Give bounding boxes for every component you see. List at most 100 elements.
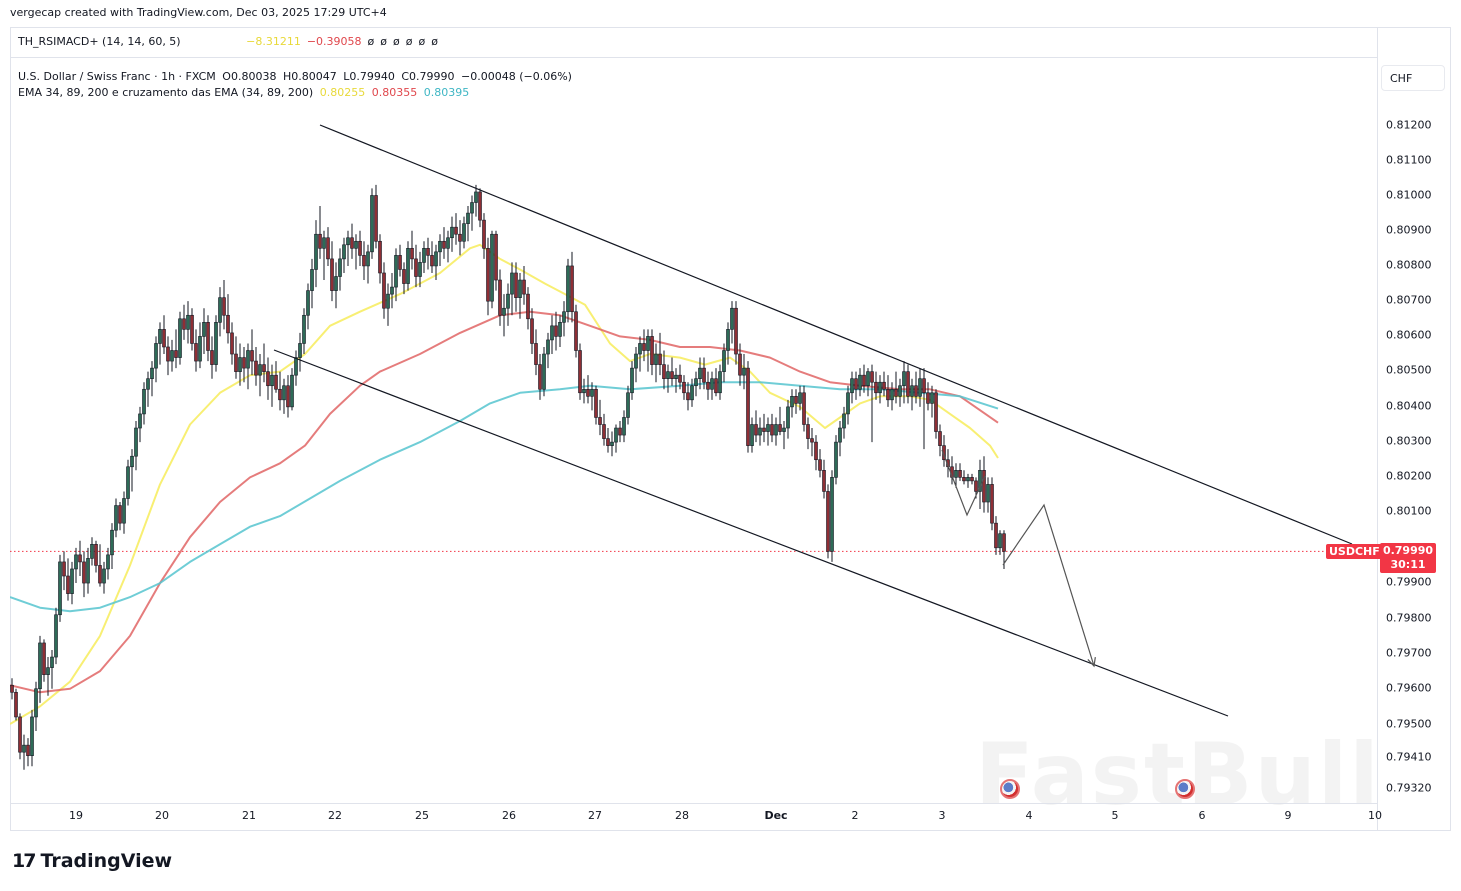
ema-legend-row[interactable]: EMA 34, 89, 200 e cruzamento das EMA (34… [18, 85, 575, 101]
price-tick: 0.80300 [1386, 434, 1432, 448]
indicator-pane[interactable] [10, 27, 1377, 58]
candle-down [94, 543, 98, 566]
candle-up [34, 688, 38, 718]
candle-up [698, 367, 702, 379]
candle-up [90, 543, 94, 559]
currency-button[interactable]: CHF [1381, 65, 1445, 91]
price-axis[interactable] [1377, 27, 1451, 831]
candle-down [874, 381, 878, 394]
candle-down [266, 371, 270, 387]
ema-title[interactable]: EMA 34, 89, 200 e cruzamento das EMA (34… [18, 86, 314, 99]
candle-down [970, 477, 974, 482]
candle-down [286, 385, 290, 408]
candle-down [222, 297, 226, 316]
candle-up [214, 322, 218, 365]
candle-up [314, 233, 318, 270]
candle-down [498, 279, 502, 316]
candle-up [134, 427, 138, 457]
candle-down [514, 272, 518, 298]
candle-up [566, 265, 570, 313]
symbol-legend-row[interactable]: U.S. Dollar / Swiss Franc · 1h · FXCM O0… [18, 69, 575, 85]
candle-up [306, 290, 310, 316]
candle-up [750, 424, 754, 446]
candle-down [934, 392, 938, 432]
candle-up [766, 424, 770, 432]
candle-down [166, 346, 170, 362]
candle-down [526, 293, 530, 320]
candle-down [82, 561, 86, 584]
candle-up [258, 364, 262, 376]
candle-up [918, 378, 922, 397]
ohlc-high: H0.80047 [282, 70, 337, 83]
candle-down [522, 279, 526, 295]
price-tick: 0.80100 [1386, 504, 1432, 518]
candle-down [802, 392, 806, 425]
candle-up [310, 269, 314, 291]
tradingview-logo[interactable]: 17 TradingView [12, 850, 172, 872]
candle-down [326, 237, 330, 260]
ema-200-line [10, 381, 999, 613]
candle-down [182, 318, 186, 330]
time-tick: 3 [938, 809, 946, 822]
time-tick: 25 [415, 809, 429, 822]
candle-down [854, 378, 858, 390]
candle-up [466, 212, 470, 224]
channel-upper-trendline [319, 124, 1353, 545]
candle-down [922, 378, 926, 394]
indicator-legend[interactable]: TH_RSIMACD+ (14, 14, 60, 5) −8.31211 −0.3… [18, 35, 448, 48]
candle-up [122, 498, 126, 524]
candle-up [626, 392, 630, 418]
time-tick: 19 [69, 809, 83, 822]
candle-up [142, 388, 146, 415]
candle-up [790, 396, 794, 408]
candle-up [322, 237, 326, 249]
us-flag-event-icon[interactable] [1175, 779, 1195, 799]
candle-down [330, 258, 334, 291]
candle-down [714, 378, 718, 394]
price-chart-canvas[interactable] [10, 58, 1377, 803]
price-tick: 0.80700 [1386, 293, 1432, 307]
candle-up [898, 385, 902, 397]
price-tick: 0.79900 [1386, 575, 1432, 589]
candle-down [78, 554, 82, 563]
time-tick: 28 [675, 809, 689, 822]
candle-up [450, 226, 454, 239]
candle-down [914, 385, 918, 397]
candle-up [202, 322, 206, 337]
candle-up [146, 378, 150, 390]
candle-down [578, 350, 582, 394]
indicator-name[interactable]: TH_RSIMACD+ (14, 14, 60, 5) [18, 35, 181, 48]
indicator-value: ø [418, 35, 426, 48]
candle-down [574, 311, 578, 351]
candle-down [230, 332, 234, 355]
candle-down [606, 438, 610, 446]
indicator-value: −0.39058 [306, 35, 362, 48]
bar-countdown: 30:11 [1390, 558, 1426, 571]
time-tick: 10 [1368, 809, 1382, 822]
candle-up [150, 367, 154, 379]
candle-up [406, 248, 410, 284]
candle-down [650, 336, 654, 365]
candle-up [294, 357, 298, 376]
time-axis[interactable] [10, 803, 1377, 831]
symbol-title[interactable]: U.S. Dollar / Swiss Franc · 1h · FXCM [18, 70, 216, 83]
candle-up [730, 307, 734, 330]
candle-up [474, 191, 478, 203]
candle-up [954, 470, 958, 478]
candle-down [234, 353, 238, 372]
candle-down [554, 325, 558, 337]
candle-down [662, 364, 666, 379]
candle-down [938, 431, 942, 446]
candle-down [530, 318, 534, 344]
candle-up [370, 195, 374, 253]
candle-down [42, 642, 46, 675]
candle-down [402, 269, 406, 284]
us-flag-event-icon[interactable] [1000, 779, 1020, 799]
candle-down [754, 424, 758, 436]
candle-down [206, 322, 210, 351]
price-tick: 0.79410 [1386, 750, 1432, 764]
candle-up [366, 251, 370, 267]
channel-lower-trendline [273, 349, 1229, 717]
candle-up [842, 413, 846, 429]
candle-up [298, 343, 302, 358]
